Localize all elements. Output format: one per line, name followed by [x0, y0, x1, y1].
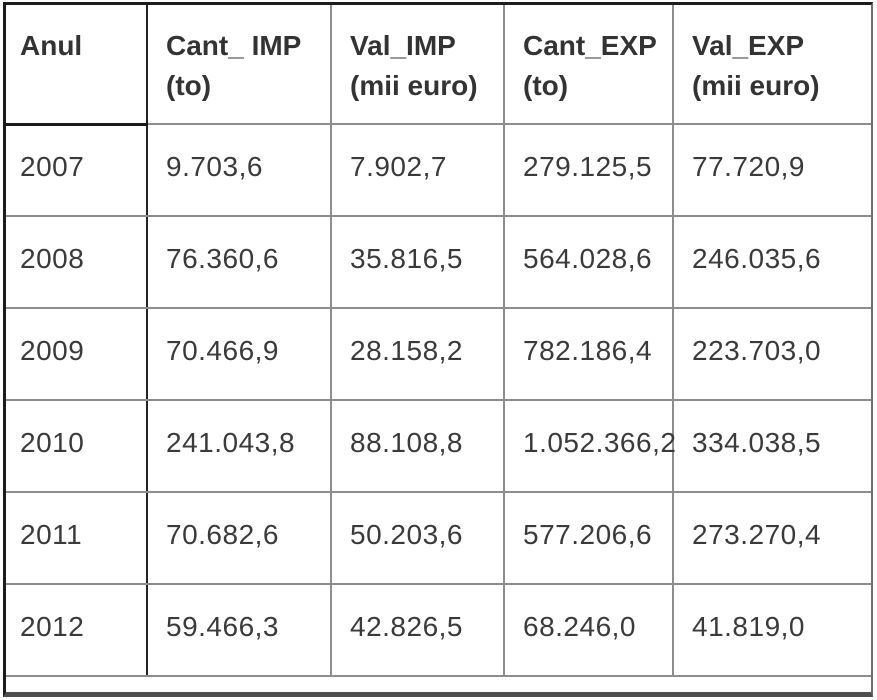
header-line1: Val_EXP — [692, 30, 805, 61]
header-line2: (to) — [523, 70, 569, 101]
cant-imp-cell: 241.043,8 — [146, 399, 332, 493]
header-row: Anul Cant_ IMP (to) Val_IMP (mii euro) C… — [6, 5, 871, 126]
year-cell: 2009 — [6, 307, 148, 401]
header-line1: Cant_EXP — [523, 30, 657, 61]
val-exp-cell: 41.819,0 — [672, 583, 871, 677]
header-line1: Val_IMP — [350, 30, 456, 61]
cant-exp-cell: 782.186,4 — [503, 307, 674, 401]
column-header-val-exp: Val_EXP (mii euro) — [672, 5, 871, 125]
val-imp-cell: 50.203,6 — [330, 491, 505, 585]
cant-imp-cell: 70.466,9 — [146, 307, 332, 401]
table-row-2007: 2007 9.703,6 7.902,7 279.125,5 77.720,9 — [6, 123, 871, 217]
cant-exp-cell: 1.052.366,2 — [503, 399, 676, 493]
cant-exp-cell: 564.028,6 — [503, 215, 674, 309]
cant-exp-cell: 68.246,0 — [503, 583, 674, 677]
import-export-table: Anul Cant_ IMP (to) Val_IMP (mii euro) C… — [6, 5, 871, 677]
val-exp-cell: 334.038,5 — [672, 399, 871, 493]
header-line2: (mii euro) — [350, 70, 478, 101]
trade-table-frame: Anul Cant_ IMP (to) Val_IMP (mii euro) C… — [3, 2, 873, 697]
cant-imp-cell: 70.682,6 — [146, 491, 332, 585]
column-header-cant-imp: Cant_ IMP (to) — [146, 5, 332, 125]
cant-imp-cell: 9.703,6 — [146, 123, 332, 217]
column-header-val-imp: Val_IMP (mii euro) — [330, 5, 505, 125]
column-header-anul: Anul — [6, 5, 148, 126]
val-exp-cell: 273.270,4 — [672, 491, 871, 585]
table-row-2009: 2009 70.466,9 28.158,2 782.186,4 223.703… — [6, 307, 871, 401]
year-cell: 2010 — [6, 399, 148, 493]
year-cell: 2012 — [6, 583, 148, 677]
cant-imp-cell: 59.466,3 — [146, 583, 332, 677]
val-exp-cell: 77.720,9 — [672, 123, 871, 217]
table-row-2011: 2011 70.682,6 50.203,6 577.206,6 273.270… — [6, 491, 871, 585]
table-row-2012: 2012 59.466,3 42.826,5 68.246,0 41.819,0 — [6, 583, 871, 677]
val-imp-cell: 7.902,7 — [330, 123, 505, 217]
val-exp-cell: 223.703,0 — [672, 307, 871, 401]
table-row-2008: 2008 76.360,6 35.816,5 564.028,6 246.035… — [6, 215, 871, 309]
cant-imp-cell: 76.360,6 — [146, 215, 332, 309]
year-cell: 2011 — [6, 491, 148, 585]
header-line1: Cant_ IMP — [166, 30, 302, 61]
val-exp-cell: 246.035,6 — [672, 215, 871, 309]
cant-exp-cell: 577.206,6 — [503, 491, 674, 585]
val-imp-cell: 28.158,2 — [330, 307, 505, 401]
val-imp-cell: 35.816,5 — [330, 215, 505, 309]
header-line1: Anul — [20, 30, 83, 61]
column-header-cant-exp: Cant_EXP (to) — [503, 5, 674, 125]
val-imp-cell: 88.108,8 — [330, 399, 505, 493]
cant-exp-cell: 279.125,5 — [503, 123, 674, 217]
year-cell: 2007 — [6, 123, 148, 217]
table-row-2010: 2010 241.043,8 88.108,8 1.052.366,2 334.… — [6, 399, 871, 493]
year-cell: 2008 — [6, 215, 148, 309]
val-imp-cell: 42.826,5 — [330, 583, 505, 677]
header-line2: (to) — [166, 70, 212, 101]
header-line2: (mii euro) — [692, 70, 820, 101]
